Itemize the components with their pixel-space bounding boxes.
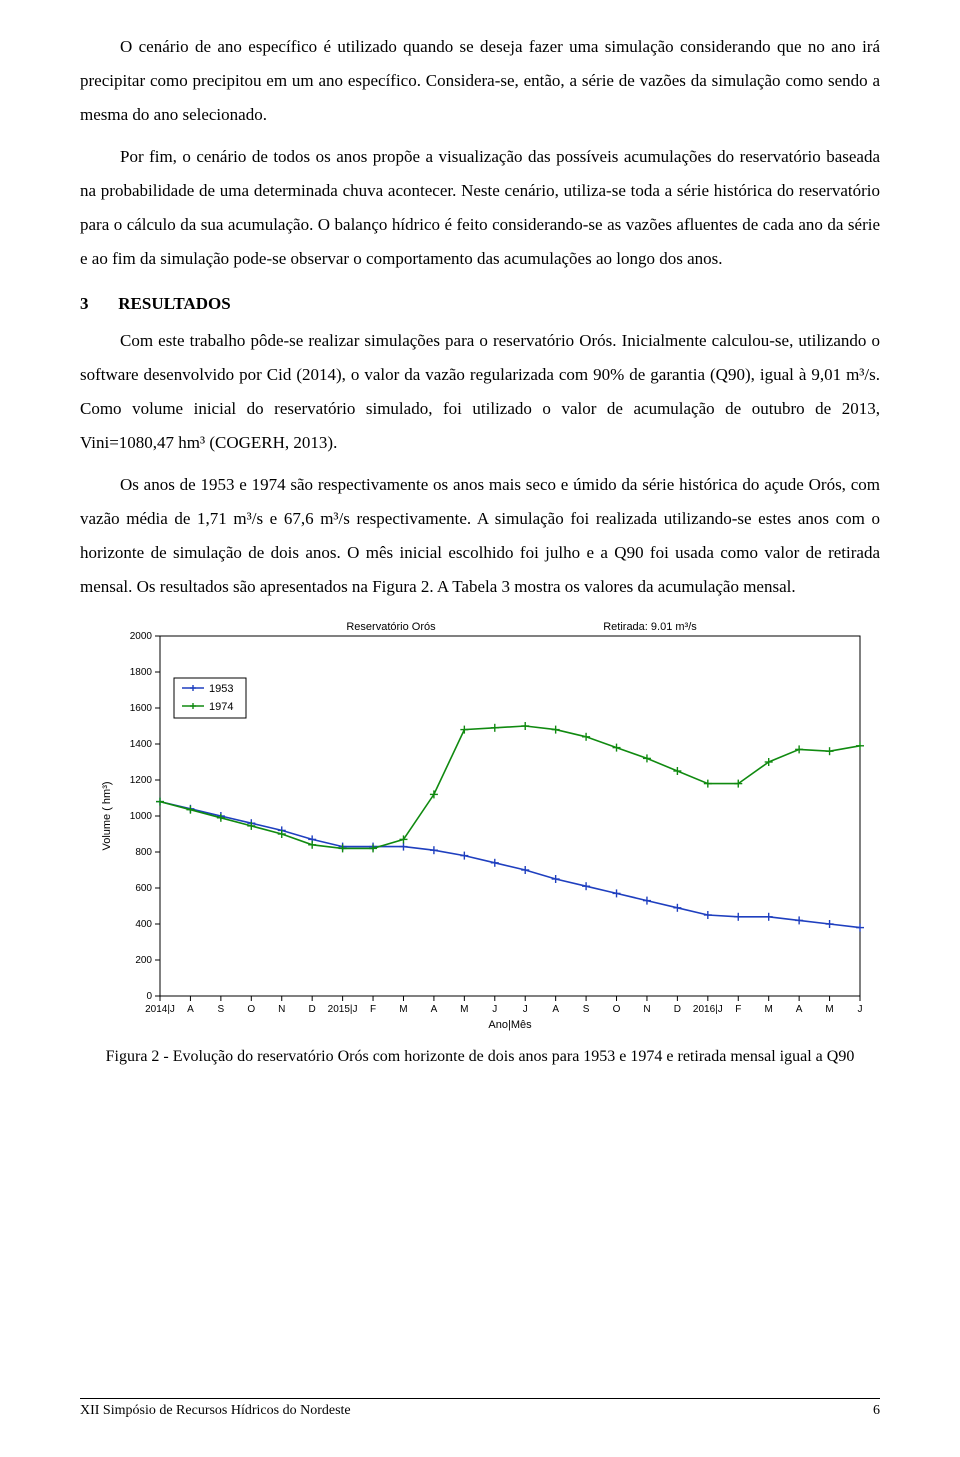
page-footer: XII Simpósio de Recursos Hídricos do Nor…	[80, 1398, 880, 1419]
body-text: O cenário de ano específico é utilizado …	[80, 30, 880, 276]
svg-text:Retirada: 9.01 m³/s: Retirada: 9.01 m³/s	[603, 621, 697, 633]
svg-text:O: O	[247, 1004, 255, 1015]
svg-text:N: N	[278, 1004, 285, 1015]
svg-text:1400: 1400	[130, 739, 153, 750]
svg-text:M: M	[399, 1004, 407, 1015]
svg-text:600: 600	[135, 883, 152, 894]
svg-text:1953: 1953	[209, 683, 233, 695]
svg-text:N: N	[643, 1004, 650, 1015]
figure-caption: Figura 2 - Evolução do reservatório Orós…	[80, 1046, 880, 1068]
paragraph-3: Com este trabalho pôde-se realizar simul…	[80, 324, 880, 460]
svg-text:J: J	[523, 1004, 528, 1015]
svg-text:F: F	[735, 1004, 741, 1015]
section-number: 3	[80, 294, 114, 314]
line-chart: Reservatório Orós Retirada: 9.01 m³/s 0 200…	[80, 616, 880, 1036]
footer-rule	[80, 1398, 880, 1399]
svg-text:Reservatório Orós: Reservatório Orós	[346, 621, 436, 633]
svg-text:A: A	[796, 1004, 803, 1015]
section-heading: 3 RESULTADOS	[80, 294, 880, 314]
svg-text:1800: 1800	[130, 667, 153, 678]
svg-text:J: J	[858, 1004, 863, 1015]
svg-text:1974: 1974	[209, 701, 233, 713]
footer-page-number: 6	[873, 1403, 880, 1419]
svg-text:1000: 1000	[130, 811, 153, 822]
results-text: Com este trabalho pôde-se realizar simul…	[80, 324, 880, 604]
svg-text:S: S	[583, 1004, 590, 1015]
svg-text:J: J	[492, 1004, 497, 1015]
paragraph-2: Por fim, o cenário de todos os anos prop…	[80, 140, 880, 276]
paragraph-1: O cenário de ano específico é utilizado …	[80, 30, 880, 132]
footer-left: XII Simpósio de Recursos Hídricos do Nor…	[80, 1403, 351, 1419]
page: O cenário de ano específico é utilizado …	[0, 0, 960, 1457]
svg-text:A: A	[187, 1004, 194, 1015]
svg-text:S: S	[218, 1004, 225, 1015]
svg-text:2000: 2000	[130, 631, 153, 642]
svg-text:M: M	[765, 1004, 773, 1015]
svg-text:2016|J: 2016|J	[693, 1004, 723, 1015]
svg-text:M: M	[825, 1004, 833, 1015]
svg-text:2015|J: 2015|J	[328, 1004, 358, 1015]
svg-text:O: O	[613, 1004, 621, 1015]
svg-text:F: F	[370, 1004, 376, 1015]
svg-text:800: 800	[135, 847, 152, 858]
svg-text:A: A	[552, 1004, 559, 1015]
svg-text:2014|J: 2014|J	[145, 1004, 175, 1015]
svg-text:1600: 1600	[130, 703, 153, 714]
svg-text:D: D	[674, 1004, 681, 1015]
svg-text:400: 400	[135, 919, 152, 930]
svg-text:1200: 1200	[130, 775, 153, 786]
svg-text:A: A	[431, 1004, 438, 1015]
figure-2: Reservatório Orós Retirada: 9.01 m³/s 0 200…	[80, 616, 880, 1068]
section-title-text: RESULTADOS	[118, 294, 230, 313]
svg-text:D: D	[309, 1004, 316, 1015]
svg-text:0: 0	[146, 991, 152, 1002]
svg-text:Volume ( hm³): Volume ( hm³)	[101, 781, 113, 850]
paragraph-4: Os anos de 1953 e 1974 são respectivamen…	[80, 468, 880, 604]
svg-text:Ano|Mês: Ano|Mês	[488, 1019, 532, 1031]
svg-text:M: M	[460, 1004, 468, 1015]
svg-text:200: 200	[135, 955, 152, 966]
